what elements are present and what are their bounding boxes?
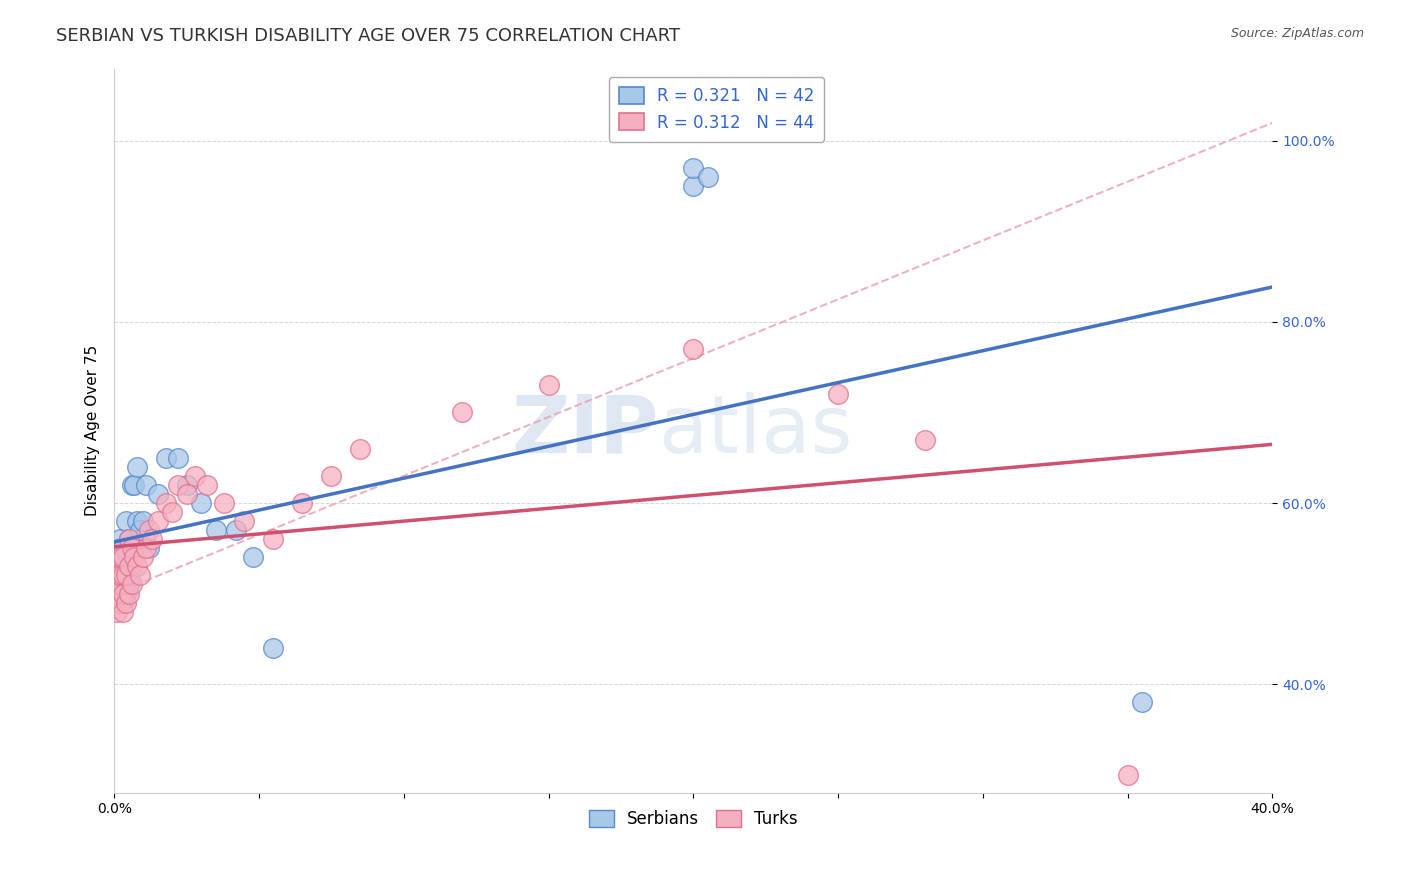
Point: [118, 532, 141, 546]
Point: [827, 387, 849, 401]
Point: [138, 523, 160, 537]
Point: [118, 532, 141, 546]
Text: atlas: atlas: [658, 392, 853, 469]
Point: [682, 342, 704, 356]
Point: [129, 523, 152, 537]
Point: [105, 559, 128, 574]
Point: [1116, 767, 1139, 781]
Point: [135, 541, 157, 556]
Point: [124, 550, 146, 565]
Point: [111, 577, 134, 591]
Point: [160, 505, 183, 519]
Text: SERBIAN VS TURKISH DISABILITY AGE OVER 75 CORRELATION CHART: SERBIAN VS TURKISH DISABILITY AGE OVER 7…: [56, 27, 681, 45]
Point: [118, 559, 141, 574]
Point: [114, 568, 136, 582]
Point: [108, 541, 131, 556]
Point: [108, 532, 131, 546]
Point: [138, 541, 160, 556]
Point: [184, 468, 207, 483]
Point: [146, 487, 169, 501]
Point: [124, 541, 146, 556]
Point: [212, 496, 235, 510]
Point: [108, 568, 131, 582]
Point: [696, 170, 718, 185]
Point: [105, 605, 128, 619]
Point: [114, 596, 136, 610]
Point: [127, 514, 149, 528]
Point: [176, 487, 198, 501]
Point: [121, 541, 143, 556]
Point: [450, 405, 472, 419]
Point: [118, 577, 141, 591]
Point: [233, 514, 256, 528]
Point: [132, 514, 155, 528]
Point: [111, 605, 134, 619]
Point: [121, 478, 143, 492]
Point: [111, 586, 134, 600]
Point: [914, 433, 936, 447]
Point: [114, 568, 136, 582]
Point: [111, 550, 134, 565]
Point: [121, 577, 143, 591]
Point: [146, 514, 169, 528]
Point: [242, 550, 264, 565]
Point: [118, 586, 141, 600]
Point: [105, 568, 128, 582]
Point: [127, 459, 149, 474]
Point: [135, 478, 157, 492]
Point: [349, 442, 371, 456]
Point: [537, 378, 560, 392]
Point: [155, 450, 177, 465]
Point: [105, 586, 128, 600]
Point: [167, 478, 190, 492]
Point: [114, 514, 136, 528]
Point: [262, 640, 284, 655]
Legend: Serbians, Turks: Serbians, Turks: [582, 804, 804, 835]
Point: [141, 532, 163, 546]
Point: [108, 550, 131, 565]
Point: [121, 559, 143, 574]
Point: [291, 496, 314, 510]
Point: [114, 586, 136, 600]
Point: [155, 496, 177, 510]
Point: [132, 550, 155, 565]
Text: ZIP: ZIP: [512, 392, 658, 469]
Point: [262, 532, 284, 546]
Point: [108, 596, 131, 610]
Point: [108, 568, 131, 582]
Point: [1130, 695, 1153, 709]
Point: [190, 496, 212, 510]
Point: [321, 468, 343, 483]
Point: [167, 450, 190, 465]
Point: [195, 478, 218, 492]
Point: [127, 559, 149, 574]
Point: [111, 541, 134, 556]
Point: [124, 478, 146, 492]
Y-axis label: Disability Age Over 75: Disability Age Over 75: [86, 345, 100, 516]
Point: [129, 568, 152, 582]
Point: [108, 586, 131, 600]
Point: [204, 523, 226, 537]
Point: [225, 523, 247, 537]
Point: [111, 586, 134, 600]
Point: [108, 559, 131, 574]
Point: [105, 577, 128, 591]
Point: [105, 568, 128, 582]
Point: [111, 550, 134, 565]
Point: [682, 179, 704, 194]
Point: [111, 568, 134, 582]
Point: [108, 577, 131, 591]
Point: [111, 568, 134, 582]
Point: [176, 478, 198, 492]
Point: [682, 161, 704, 175]
Point: [111, 596, 134, 610]
Text: Source: ZipAtlas.com: Source: ZipAtlas.com: [1230, 27, 1364, 40]
